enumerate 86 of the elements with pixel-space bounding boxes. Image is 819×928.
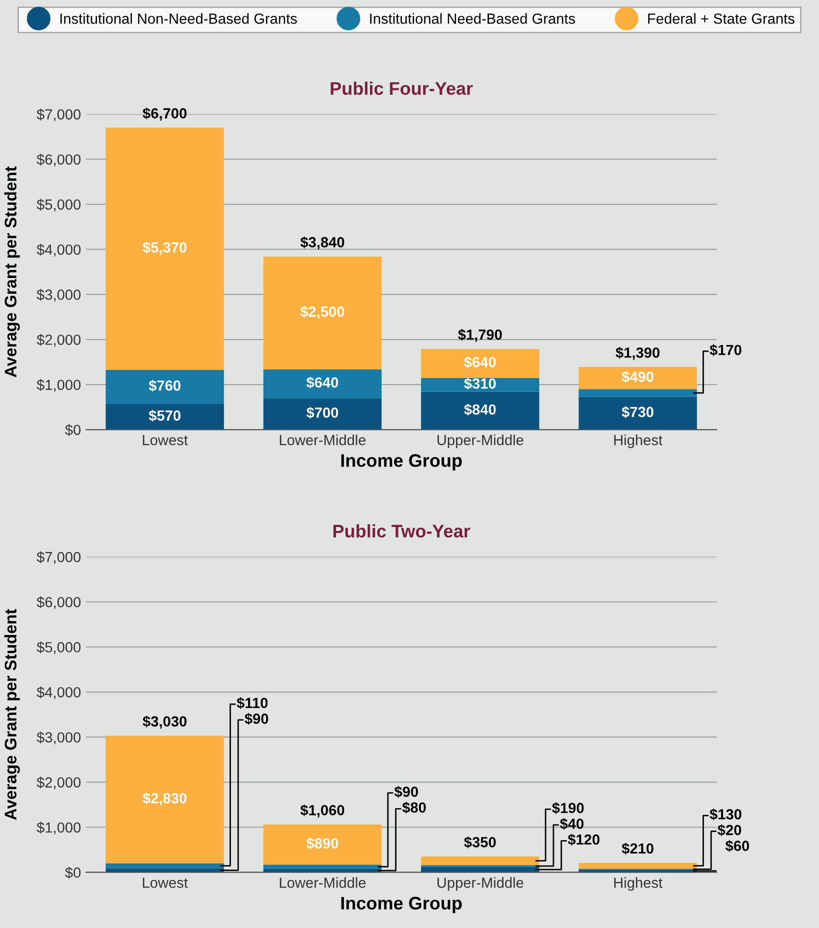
bar <box>578 870 697 872</box>
legend-label: Institutional Non-Need-Based Grants <box>60 13 297 24</box>
data-label: $490 <box>622 371 654 383</box>
bar <box>106 128 224 370</box>
data-label: $110 <box>236 697 268 710</box>
bar <box>421 856 540 866</box>
data-label: $570 <box>148 410 180 422</box>
data-label: $90 <box>244 712 268 725</box>
bar <box>106 370 224 404</box>
x-tick-label: Lowest <box>142 435 188 446</box>
x-tick-label: Lower-Middle <box>280 434 366 446</box>
bar <box>421 866 540 872</box>
bar <box>421 378 540 392</box>
total-label: $210 <box>622 842 654 855</box>
data-label: $640 <box>306 376 338 389</box>
y-tick-label: $7,000 <box>36 108 81 122</box>
data-label: $890 <box>306 838 338 850</box>
data-label: $90 <box>394 786 418 798</box>
y-tick-label: $3,000 <box>36 732 81 744</box>
bar <box>578 367 697 390</box>
bar <box>263 256 382 370</box>
data-label: $5,370 <box>142 242 187 255</box>
total-label: $6,700 <box>142 108 187 121</box>
x-tick-label: Highest <box>614 434 662 448</box>
bar <box>263 824 382 865</box>
y-tick-label: $4,000 <box>36 244 81 257</box>
data-label: $760 <box>148 380 180 392</box>
y-tick-label: $5,000 <box>36 198 81 212</box>
total-label: $1,790 <box>458 328 502 342</box>
total-label: $1,390 <box>616 346 660 360</box>
data-label: $640 <box>464 356 496 368</box>
x-tick-label: Upper-Middle <box>438 877 524 891</box>
y-tick-label: $7,000 <box>36 551 81 564</box>
y-tick-label: $6,000 <box>36 154 81 166</box>
bar <box>421 348 540 378</box>
chart-title: Public Two-Year <box>333 524 470 538</box>
total-label: $3,030 <box>142 716 187 729</box>
data-label: $310 <box>464 378 496 390</box>
y-tick-label: $3,000 <box>36 288 81 302</box>
data-label: $120 <box>568 834 600 846</box>
y-tick-label: $1,000 <box>36 822 81 834</box>
x-axis-title: Income Group <box>341 454 462 471</box>
data-label: $2,830 <box>142 792 187 806</box>
bar <box>578 389 697 397</box>
data-label: $40 <box>560 818 584 830</box>
x-tick-label: Lower-Middle <box>280 877 366 888</box>
data-label: $2,500 <box>300 306 344 319</box>
y-tick-label: $0 <box>65 866 81 879</box>
legend-label: Institutional Need-Based Grants <box>370 13 576 24</box>
y-tick-label: $2,000 <box>36 334 81 347</box>
bar <box>106 404 224 430</box>
total-label: $1,060 <box>300 804 344 818</box>
y-axis-title: Average Grant per Student <box>4 609 20 820</box>
total-label: $3,840 <box>300 236 344 250</box>
data-label: $130 <box>710 808 742 820</box>
bar <box>263 369 382 398</box>
data-label: $700 <box>306 406 338 419</box>
x-tick-label: Upper-Middle <box>438 434 524 448</box>
legend-label: Federal + State Grants <box>648 13 794 24</box>
y-tick-label: $4,000 <box>36 686 81 700</box>
data-label: $840 <box>464 404 496 416</box>
data-label: $80 <box>402 802 426 814</box>
bar <box>578 862 697 869</box>
y-axis-title: Average Grant per Student <box>4 166 20 378</box>
y-tick-label: $5,000 <box>36 641 81 654</box>
x-tick-label: Lowest <box>142 878 188 888</box>
bar <box>263 868 382 872</box>
bar <box>578 396 697 430</box>
y-tick-label: $1,000 <box>36 379 81 392</box>
y-tick-label: $2,000 <box>36 776 81 790</box>
chart-title: Public Four-Year <box>330 82 473 95</box>
total-label: $350 <box>464 836 496 848</box>
bar <box>263 864 382 869</box>
y-tick-label: $0 <box>65 424 81 436</box>
x-axis-title: Income Group <box>341 896 462 914</box>
data-label: $20 <box>718 824 742 836</box>
bar <box>263 398 382 430</box>
data-label: $60 <box>725 840 750 852</box>
data-label: $730 <box>622 406 654 418</box>
bar <box>106 736 224 864</box>
y-tick-label: $6,000 <box>36 596 81 610</box>
bar <box>421 392 540 430</box>
data-label: $170 <box>710 344 742 356</box>
x-tick-label: Highest <box>614 877 662 891</box>
bar <box>106 863 224 868</box>
data-label: $190 <box>552 802 584 814</box>
